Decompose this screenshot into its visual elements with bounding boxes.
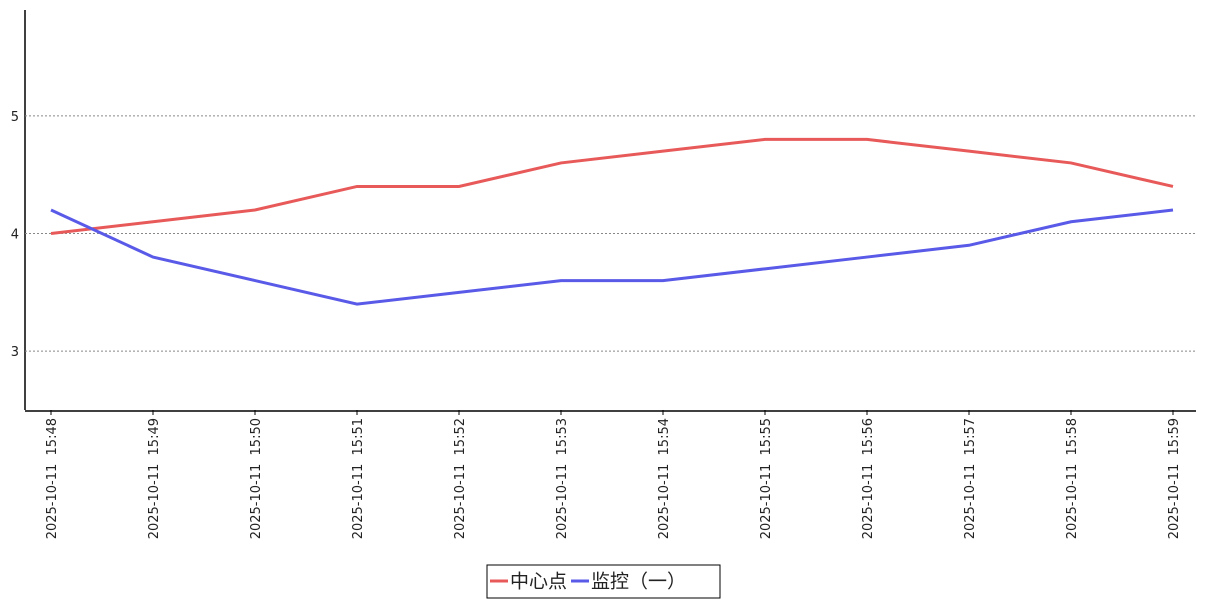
series-line [50,137,1174,236]
legend-label: 中心点 [510,571,567,593]
x-tick-label: 2025-10-11 15:52 [453,418,468,539]
x-tick-label: 2025-10-11 15:58 [1065,418,1080,539]
x-tick-label: 2025-10-11 15:48 [45,418,60,539]
x-tick-label: 2025-10-11 15:57 [963,418,978,539]
legend: 中心点 监控（一） [486,564,721,599]
x-tick-label: 2025-10-11 15:50 [249,418,264,539]
x-tick-label: 2025-10-11 15:53 [555,418,570,539]
x-tick-label: 2025-10-11 15:55 [759,418,774,539]
x-tick-label: 2025-10-11 15:51 [351,418,366,539]
y-tick-label: 5 [11,110,19,125]
y-tick-label: 4 [11,228,19,243]
y-tick-label: 3 [11,345,19,360]
x-tick-label: 2025-10-11 15:56 [861,418,876,539]
x-tick-label: 2025-10-11 15:54 [657,418,672,539]
x-tick-label: 2025-10-11 15:49 [147,418,162,539]
legend-box [486,564,721,599]
legend-label: 监控（一） [591,571,686,593]
series-line [50,208,1174,306]
x-tick-label: 2025-10-11 15:59 [1167,418,1182,539]
